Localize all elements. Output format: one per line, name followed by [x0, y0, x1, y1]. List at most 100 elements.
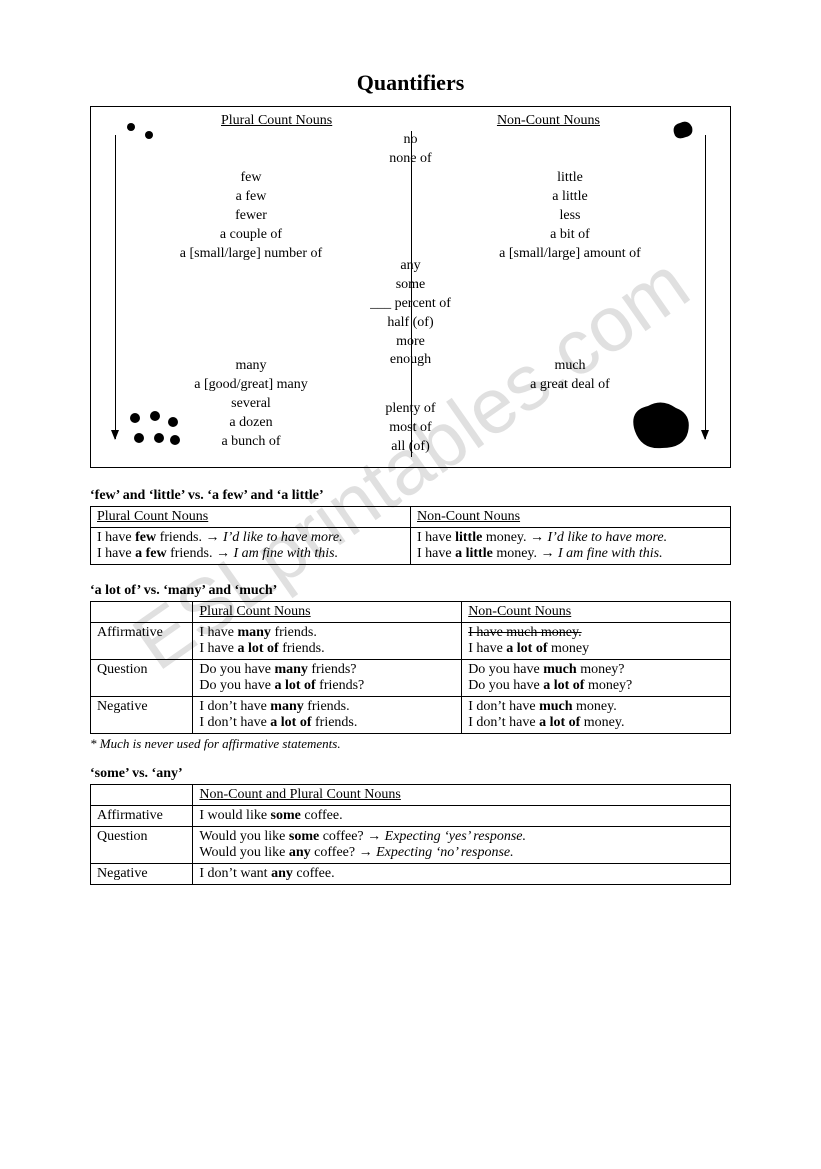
- t: I have: [199, 625, 237, 640]
- example-cell: I have much money. I have a lot of money: [462, 623, 731, 660]
- example-cell: Do you have many friends? Do you have a …: [193, 660, 462, 697]
- row-label: Question: [91, 660, 193, 697]
- t: money.: [580, 715, 624, 730]
- section2-note: * Much is never used for affirmative sta…: [90, 736, 731, 752]
- t: money. →: [482, 530, 547, 545]
- dots-icon-small: [125, 121, 159, 148]
- col-head: Non-Count Nouns: [417, 509, 520, 524]
- t: Would you like: [199, 845, 288, 860]
- q-item: a couple of: [141, 226, 361, 245]
- t: Do you have: [199, 662, 274, 677]
- q-item: less: [460, 207, 680, 226]
- t: coffee.: [301, 808, 343, 823]
- t: money?: [577, 662, 625, 677]
- t: Do you have: [199, 678, 274, 693]
- center-top-group: no none of: [389, 131, 431, 169]
- example-cell: I have little money. → I’d like to have …: [411, 528, 731, 565]
- q-item: a bit of: [460, 226, 680, 245]
- t: coffee.: [293, 866, 335, 881]
- t: I don’t have: [468, 699, 539, 714]
- t: I’d like to have more.: [548, 530, 668, 545]
- t: Do you have: [468, 678, 543, 693]
- row-label: Negative: [91, 864, 193, 885]
- diagram-header-plural: Plural Count Nouns: [221, 113, 332, 129]
- q-item: no: [389, 131, 431, 150]
- q-item: much: [460, 357, 680, 376]
- t: Expecting ‘yes’ response.: [385, 829, 526, 844]
- q-item: little: [460, 169, 680, 188]
- q-item: a dozen: [141, 414, 361, 433]
- t: I have: [468, 641, 506, 656]
- t: a little: [455, 546, 493, 561]
- q-item: a few: [141, 188, 361, 207]
- t: some: [289, 829, 319, 844]
- t: friends?: [316, 678, 365, 693]
- t: I have: [97, 530, 135, 545]
- example-cell: Do you have much money? Do you have a lo…: [462, 660, 731, 697]
- t: many: [274, 662, 307, 677]
- t: any: [271, 866, 293, 881]
- t: money?: [584, 678, 632, 693]
- q-item: none of: [389, 150, 431, 169]
- left-group-small: few a few fewer a couple of a [small/lar…: [141, 169, 361, 263]
- section2-table: Plural Count Nouns Non-Count Nouns Affir…: [90, 601, 731, 734]
- example-cell: I have many friends. I have a lot of fri…: [193, 623, 462, 660]
- t: friends?: [308, 662, 357, 677]
- t: I have: [97, 546, 135, 561]
- t: friends.: [271, 625, 317, 640]
- t: Do you have: [468, 662, 543, 677]
- t: I have: [199, 641, 237, 656]
- t: friends.: [279, 641, 325, 656]
- example-cell: I have few friends. → I’d like to have m…: [91, 528, 411, 565]
- q-item: fewer: [141, 207, 361, 226]
- example-cell: I don’t have much money. I don’t have a …: [462, 697, 731, 734]
- q-item: more: [370, 333, 451, 352]
- t: coffee? →: [311, 845, 376, 860]
- t: I don’t have: [468, 715, 539, 730]
- t: little: [455, 530, 482, 545]
- q-item: several: [141, 395, 361, 414]
- t: I am fine with this.: [233, 546, 338, 561]
- t: money.: [573, 699, 617, 714]
- section3-table: Non-Count and Plural Count Nouns Affirma…: [90, 784, 731, 885]
- t: a lot of: [506, 641, 547, 656]
- row-label: Affirmative: [91, 623, 193, 660]
- q-item: a little: [460, 188, 680, 207]
- blob-icon-small: [670, 119, 696, 146]
- t: a lot of: [543, 678, 584, 693]
- t: much: [539, 699, 572, 714]
- arrow-right: [705, 135, 706, 439]
- section1-title: ‘few’ and ‘little’ vs. ‘a few’ and ‘a li…: [90, 488, 731, 504]
- t: many: [237, 625, 270, 640]
- left-group-large: many a [good/great] many several a dozen…: [141, 357, 361, 451]
- q-item: enough: [370, 351, 451, 370]
- q-item: a great deal of: [460, 376, 680, 395]
- section3-title: ‘some’ vs. ‘any’: [90, 766, 731, 782]
- q-item: few: [141, 169, 361, 188]
- section2-title: ‘a lot of’ vs. ‘many’ and ‘much’: [90, 583, 731, 599]
- t: I have: [417, 546, 455, 561]
- t: friends.: [312, 715, 358, 730]
- t: few: [135, 530, 156, 545]
- t: coffee? →: [319, 829, 384, 844]
- t: a lot of: [237, 641, 278, 656]
- t: a lot of: [270, 715, 311, 730]
- t: Would you like: [199, 829, 288, 844]
- q-item: any: [370, 257, 451, 276]
- t: I am fine with this.: [558, 546, 663, 561]
- t: much: [543, 662, 576, 677]
- t: friends.: [304, 699, 350, 714]
- example-cell: Would you like some coffee? → Expecting …: [193, 827, 731, 864]
- center-mid-group: any some ___ percent of half (of) more e…: [370, 257, 451, 370]
- col-head: Non-Count Nouns: [468, 604, 571, 619]
- t: a few: [135, 546, 167, 561]
- q-item: most of: [385, 419, 435, 438]
- q-item: some: [370, 276, 451, 295]
- t: money. →: [493, 546, 558, 561]
- col-head: Non-Count and Plural Count Nouns: [199, 787, 400, 802]
- example-cell: I don’t want any coffee.: [193, 864, 731, 885]
- t: I have: [417, 530, 455, 545]
- q-item: a bunch of: [141, 433, 361, 452]
- diagram-header-noncount: Non-Count Nouns: [497, 113, 600, 129]
- t: I don’t want: [199, 866, 271, 881]
